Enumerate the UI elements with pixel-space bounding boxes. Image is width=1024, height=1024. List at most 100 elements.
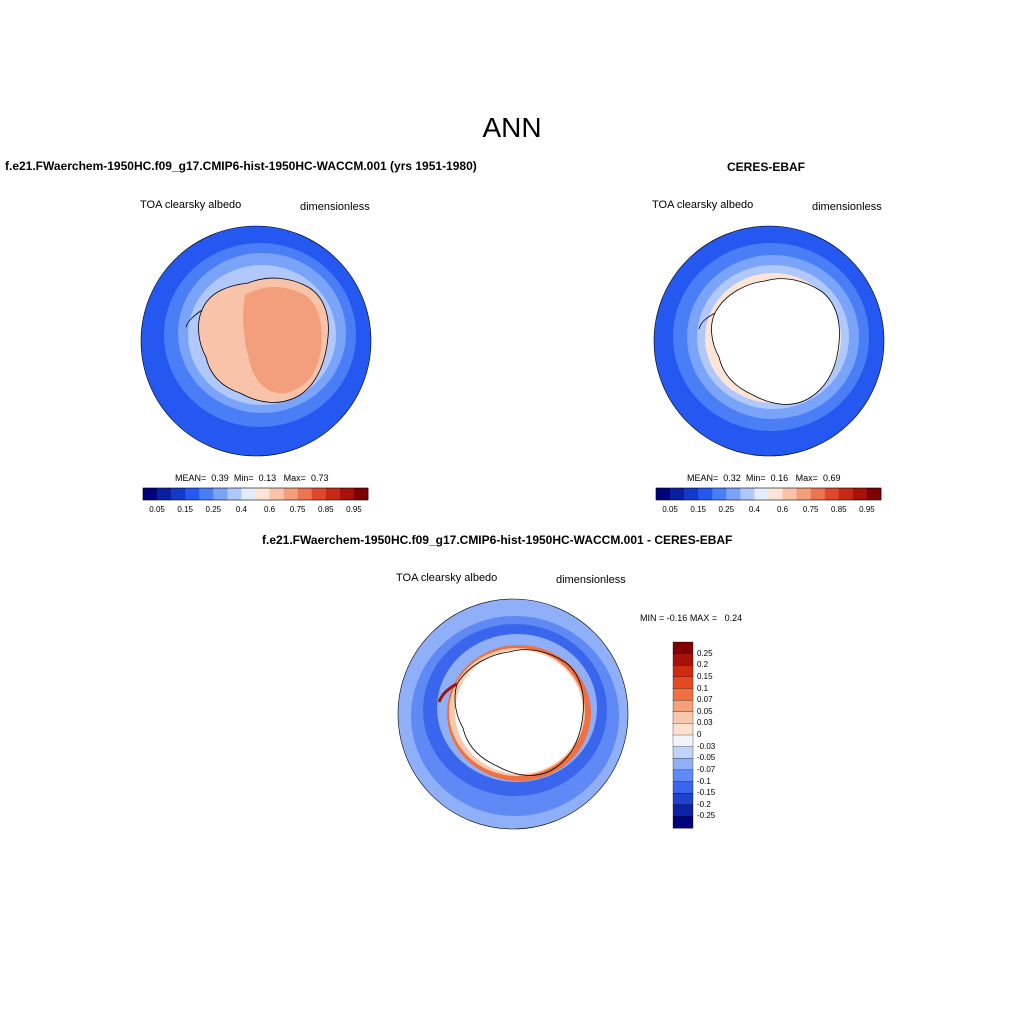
colorbar-tick-label: 0.75	[802, 505, 819, 514]
panel-2-stats: MEAN= 0.32 Min= 0.16 Max= 0.69	[687, 473, 841, 483]
colorbar-swatch	[656, 488, 671, 500]
colorbar-swatch	[269, 488, 284, 500]
colorbar-swatch	[672, 641, 694, 655]
panel-3-masked-interior	[455, 650, 583, 774]
colorbar-tick-label: -0.07	[697, 764, 716, 774]
panel-1-peninsula	[185, 309, 203, 328]
panel-1-colorbar	[142, 487, 369, 501]
colorbar-tick-label: 0	[697, 730, 702, 739]
colorbar-swatch	[672, 758, 694, 771]
panel-2-variable-label: TOA clearsky albedo	[652, 199, 754, 211]
panel-3-colorbar	[672, 641, 694, 829]
panel-2-antarctica-masked	[711, 278, 840, 405]
panel-1-title: f.e21.FWaerchem-1950HC.f09_g17.CMIP6-his…	[5, 159, 477, 173]
colorbar-tick-label: 0.95	[346, 505, 362, 514]
colorbar-tick-label: 0.05	[149, 505, 165, 514]
panel-1-variable-label: TOA clearsky albedo	[140, 199, 242, 211]
panel-2-units-label: dimensionless	[812, 201, 882, 213]
colorbar-tick-label: 0.07	[697, 695, 713, 705]
colorbar-tick-label: 0.25	[697, 648, 713, 658]
colorbar-swatch	[670, 488, 685, 500]
colorbar-swatch	[672, 734, 694, 748]
main-title: ANN	[482, 112, 542, 143]
panel-1-units-label: dimensionless	[300, 201, 370, 213]
colorbar-tick-label: 0.4	[235, 505, 247, 514]
colorbar-tick-label: 0.25	[205, 505, 222, 514]
panel-3-map	[397, 598, 629, 830]
colorbar-swatch	[213, 488, 228, 500]
panel-3-variable-label: TOA clearsky albedo	[396, 572, 498, 584]
colorbar-swatch	[838, 488, 854, 500]
colorbar-tick-label: 0.15	[177, 505, 193, 514]
colorbar-swatch	[866, 488, 882, 500]
colorbar-swatch	[672, 711, 694, 724]
panel-1-stats: MEAN= 0.39 Min= 0.13 Max= 0.73	[175, 473, 329, 483]
colorbar-swatch	[199, 488, 214, 500]
colorbar-swatch	[740, 488, 755, 500]
colorbar-swatch	[672, 746, 694, 759]
colorbar-tick-label: 0.4	[748, 505, 760, 514]
colorbar-tick-label: 0.85	[831, 505, 847, 514]
colorbar-tick-label: -0.25	[697, 811, 716, 821]
colorbar-tick-label: 0.6	[777, 505, 789, 514]
colorbar-tick-label: -0.05	[697, 753, 716, 763]
colorbar-tick-label: -0.1	[697, 776, 711, 786]
colorbar-tick-label: 0.1	[697, 683, 709, 693]
colorbar-swatch	[672, 653, 694, 666]
colorbar-tick-label: 0.95	[859, 505, 875, 514]
panel-2-coastline	[711, 278, 840, 405]
panel-3-colorbar-ticks: 0.25 0.2 0.15 0.1 0.07 0.05 0.03 0 -0.03 -0.05 -0.…	[697, 642, 737, 828]
colorbar-tick-label: 0.05	[662, 505, 678, 514]
panel-2-title: CERES-EBAF	[727, 160, 806, 174]
colorbar-tick-label: 0.2	[697, 660, 709, 670]
panel-2-colorbar	[655, 487, 882, 501]
colorbar-swatch	[810, 488, 826, 500]
colorbar-swatch	[672, 699, 694, 713]
colorbar-swatch	[768, 488, 783, 500]
colorbar-tick-label: 0.15	[697, 671, 713, 681]
panel-2-colorbar-ticks: 0.05 0.15 0.25 0.4 0.6 0.75 0.85 0.95	[656, 505, 881, 517]
colorbar-swatch	[157, 488, 172, 500]
colorbar-swatch	[185, 488, 200, 500]
colorbar-swatch	[227, 488, 242, 500]
colorbar-swatch	[782, 488, 797, 500]
colorbar-tick-label: 0.15	[690, 505, 706, 514]
panel-3-stats: MIN = -0.16 MAX = 0.24	[640, 613, 743, 623]
colorbar-swatch	[311, 488, 327, 500]
colorbar-swatch	[852, 488, 868, 500]
colorbar-swatch	[283, 488, 298, 500]
colorbar-swatch	[698, 488, 713, 500]
colorbar-swatch	[241, 488, 256, 500]
panel-2-map-border	[653, 225, 885, 457]
colorbar-swatch	[143, 488, 158, 500]
colorbar-swatch	[672, 804, 694, 817]
colorbar-swatch	[297, 488, 313, 500]
colorbar-swatch	[325, 488, 341, 500]
panel-1-coastline	[198, 277, 329, 403]
colorbar-tick-label: 0.85	[318, 505, 334, 514]
panel-3-title: f.e21.FWaerchem-1950HC.f09_g17.CMIP6-his…	[262, 533, 733, 547]
colorbar-swatch	[672, 676, 694, 689]
colorbar-tick-label: -0.2	[697, 799, 711, 809]
colorbar-swatch	[796, 488, 811, 500]
colorbar-tick-label: 0.75	[289, 505, 306, 514]
colorbar-swatch	[672, 769, 694, 782]
colorbar-swatch	[672, 792, 694, 806]
colorbar-swatch	[339, 488, 355, 500]
colorbar-tick-label: 0.03	[697, 718, 713, 728]
colorbar-swatch	[171, 488, 186, 500]
colorbar-tick-label: 0.05	[697, 706, 713, 716]
colorbar-border	[142, 487, 369, 501]
panel-1-map	[140, 225, 372, 457]
colorbar-border	[655, 487, 882, 501]
colorbar-swatch	[824, 488, 840, 500]
colorbar-swatch	[672, 665, 694, 678]
colorbar-swatch	[672, 723, 694, 736]
colorbar-swatch	[672, 688, 694, 701]
colorbar-tick-label: 0.6	[264, 505, 276, 514]
colorbar-tick-label: -0.03	[697, 741, 716, 751]
panel-3-coastline	[454, 649, 584, 776]
colorbar-swatch	[255, 488, 270, 500]
colorbar-tick-label: -0.15	[697, 788, 716, 798]
panel-3-map-border	[397, 598, 629, 830]
